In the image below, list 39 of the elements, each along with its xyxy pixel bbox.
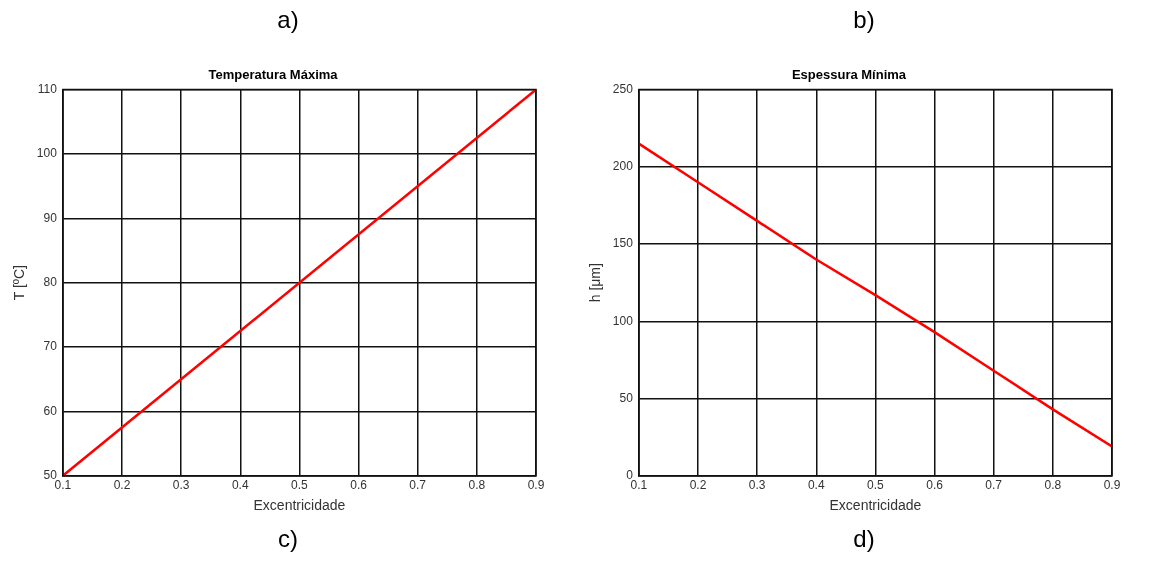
y-tick-label: 100 xyxy=(612,313,634,328)
y-tick-label: 200 xyxy=(612,159,634,174)
text: c) xyxy=(277,525,299,553)
x-tick-label: 0.1 xyxy=(630,478,648,493)
x-tick-label: 0.2 xyxy=(689,478,707,493)
text: a) xyxy=(276,6,300,34)
x-tick-label: 0.8 xyxy=(468,478,486,493)
y-tick-label: 150 xyxy=(612,236,634,251)
chart-title: Temperatura Máxima xyxy=(208,67,339,83)
x-tick-label: 0.3 xyxy=(748,478,766,493)
y-tick-label: 250 xyxy=(612,81,634,96)
x-tick-label: 0.6 xyxy=(350,478,368,493)
x-tick-label: 0.1 xyxy=(54,478,72,493)
x-tick-label: 0.7 xyxy=(985,478,1003,493)
y-tick-label: 60 xyxy=(43,403,58,418)
y-axis-title: h [μm] xyxy=(587,263,604,303)
x-tick-label: 0.4 xyxy=(807,478,825,493)
y-tick-label: 70 xyxy=(43,339,58,354)
y-axis-title: T [ºC] xyxy=(11,265,28,301)
x-tick-label: 0.2 xyxy=(113,478,131,493)
chart-title: Espessura Mínima xyxy=(791,67,907,83)
x-tick-label: 0.8 xyxy=(1044,478,1062,493)
x-tick-label: 0.5 xyxy=(291,478,309,493)
text: b) xyxy=(852,6,876,34)
x-tick-label: 0.4 xyxy=(231,478,249,493)
x-axis-title: Excentricidade xyxy=(253,497,346,514)
x-tick-label: 0.7 xyxy=(409,478,427,493)
x-axis-title: Excentricidade xyxy=(829,497,922,514)
x-tick-label: 0.9 xyxy=(527,478,545,493)
x-tick-label: 0.6 xyxy=(926,478,944,493)
y-tick-label: 110 xyxy=(37,81,58,96)
text: d) xyxy=(852,525,876,553)
y-tick-label: 100 xyxy=(36,146,58,161)
y-tick-label: 50 xyxy=(619,390,634,405)
x-tick-label: 0.9 xyxy=(1103,478,1121,493)
y-tick-label: 90 xyxy=(43,210,58,225)
y-tick-label: 80 xyxy=(43,275,58,290)
x-tick-label: 0.5 xyxy=(867,478,885,493)
x-tick-label: 0.3 xyxy=(172,478,190,493)
